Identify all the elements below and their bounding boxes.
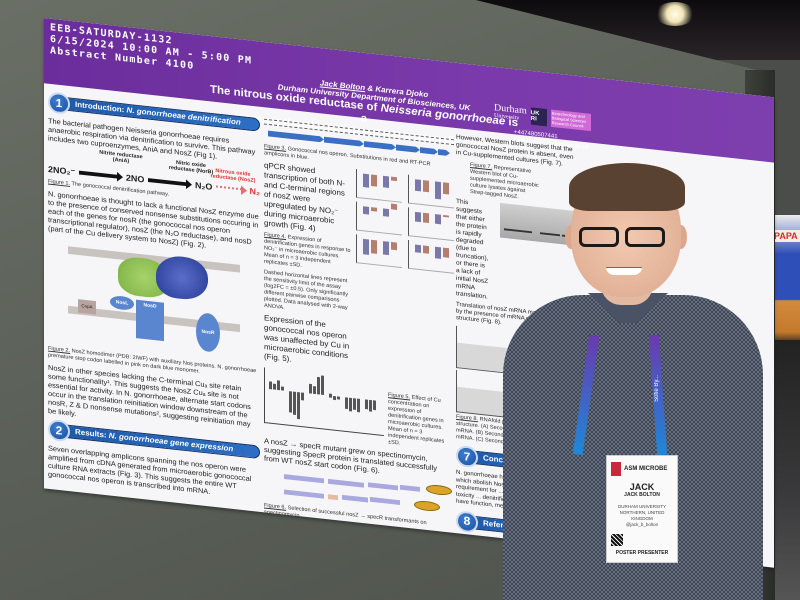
figure-4-caption: Figure 4. Expression of denitrification … <box>264 231 351 269</box>
badge-role: POSTER PRESENTER <box>615 550 669 556</box>
badge-full-name: JACK BOLTON <box>624 492 660 498</box>
hair <box>569 163 685 211</box>
arrow-icon <box>148 178 187 187</box>
figure-4-qpcr-charts <box>356 169 454 274</box>
copa-protein: CopA <box>78 299 96 315</box>
durham-logo: Durham University <box>494 102 527 122</box>
asm-microbe-logo: ASM MICROBE <box>611 462 673 476</box>
figure-5-cu-chart <box>264 367 384 437</box>
western-paragraph-2: This suggests that either the protein is… <box>456 198 489 301</box>
dotted-arrow-icon <box>216 185 242 193</box>
section-number: 1 <box>48 91 70 115</box>
poster-column-1: 1 Introduction: N. gonorrhoeae denitrifi… <box>48 89 260 505</box>
poster-column-2: Figure 3. Gonococcal nos operon. Substit… <box>264 113 454 541</box>
name-badge: ASM MICROBE JACK JACK BOLTON DURHAM UNIV… <box>606 455 678 563</box>
qpcr-paragraph: qPCR showed transcription of both N- and… <box>264 160 345 233</box>
cu-paragraph: Expression of the gonococcal nos operon … <box>264 313 350 364</box>
arrow-icon <box>79 170 118 179</box>
ceiling-light <box>655 2 695 26</box>
booth-sign: PAPA <box>772 230 800 242</box>
badge-first-name: JACK <box>629 482 655 492</box>
qr-code-icon <box>611 534 623 546</box>
checkered-shirt <box>503 295 763 600</box>
smile <box>606 267 642 275</box>
presenter: Sofie By... ASM MICROBE JACK JACK BOLTON… <box>503 163 763 600</box>
figure-2-nos-diagram: NosL NosD NosR CopA <box>48 236 260 367</box>
figure-4-note: Dashed horizontal lines represent the se… <box>264 269 349 312</box>
glasses-icon <box>579 227 675 247</box>
badge-affiliation: DURHAM UNIVERSITY NORTHERN, UNITED KINGD… <box>617 504 666 527</box>
figure-5-caption: Figure 5. Effect of Cu concentration on … <box>388 392 445 447</box>
ukri-logo: UK RI <box>530 107 547 127</box>
bbsrc-logo: Biotechnology and Biological Sciences Re… <box>550 109 591 132</box>
